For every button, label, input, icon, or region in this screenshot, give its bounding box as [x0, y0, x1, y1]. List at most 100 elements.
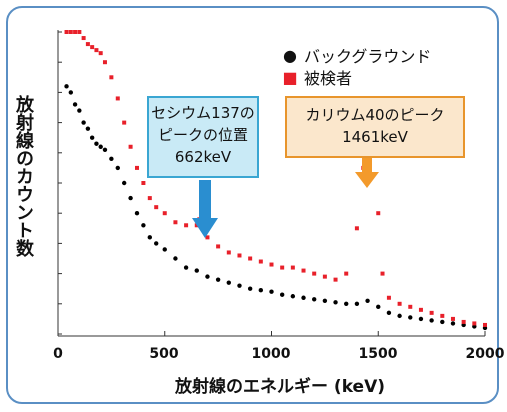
background-point: [226, 280, 231, 285]
background-point: [109, 156, 114, 162]
background-point: [154, 241, 159, 246]
background-point: [77, 108, 82, 113]
background-point: [429, 318, 434, 323]
annotation-line: 662keV: [174, 148, 232, 166]
background-point: [183, 265, 189, 270]
subject-point: [128, 144, 133, 149]
annotation-line: カリウム40のピーク: [305, 106, 445, 124]
subject-point: [380, 271, 385, 276]
subject-point: [73, 30, 78, 34]
subject-point: [269, 262, 274, 267]
background-point: [162, 247, 167, 252]
background-point: [290, 294, 296, 299]
subject-point: [472, 321, 477, 326]
subject-point: [173, 220, 178, 225]
subject-point: [134, 165, 139, 170]
subject-point: [162, 211, 167, 216]
x-tick-label: 2000: [465, 346, 505, 362]
background-point: [301, 295, 306, 300]
x-tick-label: 1500: [358, 346, 398, 362]
annotation-line: 1461keV: [342, 128, 408, 146]
subject-point: [440, 313, 445, 318]
legend: ● バックグラウンド ■ 被検者: [282, 44, 432, 89]
background-point: [279, 292, 285, 297]
background-point: [173, 256, 178, 261]
subject-point: [102, 60, 107, 65]
x-axis-label: 放射線のエネルギー (keV): [175, 377, 385, 397]
background-point: [237, 283, 242, 288]
k-arrow: [355, 158, 379, 188]
subject-point: [461, 319, 466, 324]
background-point: [333, 300, 338, 305]
subject-point: [290, 265, 295, 270]
subject-point: [333, 277, 338, 282]
background-point: [147, 235, 153, 240]
background-point: [344, 301, 349, 306]
subject-point: [258, 259, 263, 264]
subject-point: [450, 316, 455, 321]
background-point: [365, 298, 370, 303]
subject-point: [301, 268, 306, 273]
legend-label: 被検者: [304, 69, 353, 88]
subject-point: [64, 30, 69, 34]
background-point: [440, 319, 445, 325]
x-tick-label: 500: [149, 346, 179, 362]
background-point: [81, 120, 86, 125]
subject-point: [248, 256, 253, 261]
subject-point: [81, 36, 86, 41]
background-point: [205, 274, 210, 279]
subject-point: [322, 274, 327, 279]
subject-point: [216, 244, 221, 249]
subject-point: [237, 253, 242, 258]
background-point: [408, 315, 413, 320]
subject-point: [429, 310, 434, 315]
background-point: [258, 288, 264, 293]
subject-point: [376, 211, 381, 216]
x-tick-label: 1000: [251, 346, 291, 362]
background-point: [322, 298, 328, 303]
background-point: [247, 286, 253, 291]
subject-point: [98, 51, 103, 56]
subject-point: [354, 226, 359, 231]
subject-point: [408, 304, 413, 309]
cesium-annotation: セシウム137の ピークの位置 662keV: [147, 96, 259, 178]
subject-point: [109, 75, 114, 80]
subject-point: [68, 30, 73, 34]
legend-label: バックグラウンド: [304, 47, 432, 66]
background-point: [134, 211, 140, 216]
subject-point: [85, 42, 90, 47]
background-point: [141, 223, 146, 228]
subject-point: [94, 48, 99, 53]
subject-point: [147, 196, 152, 201]
background-point: [68, 90, 74, 95]
legend-item-background: ● バックグラウンド: [282, 44, 432, 67]
background-point: [121, 180, 127, 186]
background-point: [64, 84, 69, 89]
subject-point: [77, 30, 82, 34]
background-point: [450, 321, 456, 326]
y-ticks: [58, 31, 62, 335]
background-point: [397, 313, 402, 319]
x-tick-label: 0: [53, 346, 63, 362]
annotation-line: セシウム137の: [151, 104, 255, 122]
y-axis-label: 放射線のカウント数: [13, 95, 34, 257]
black-dot-icon: ●: [283, 45, 297, 65]
background-point: [312, 297, 317, 302]
background-point: [115, 165, 120, 171]
background-point: [89, 135, 95, 140]
potassium-annotation: カリウム40のピーク 1461keV: [285, 96, 465, 158]
subject-point: [418, 307, 423, 312]
background-point: [98, 144, 103, 149]
red-square-icon: ■: [282, 67, 298, 87]
legend-item-subject: ■ 被検者: [282, 66, 431, 89]
background-point: [418, 316, 424, 322]
annotation-line: ピークの位置: [157, 126, 248, 144]
background-point: [94, 141, 99, 146]
background-point: [376, 304, 381, 310]
background-point: [215, 277, 221, 282]
background-point: [128, 195, 133, 201]
background-point: [194, 268, 199, 273]
subject-point: [115, 96, 120, 101]
background-point: [269, 289, 274, 294]
